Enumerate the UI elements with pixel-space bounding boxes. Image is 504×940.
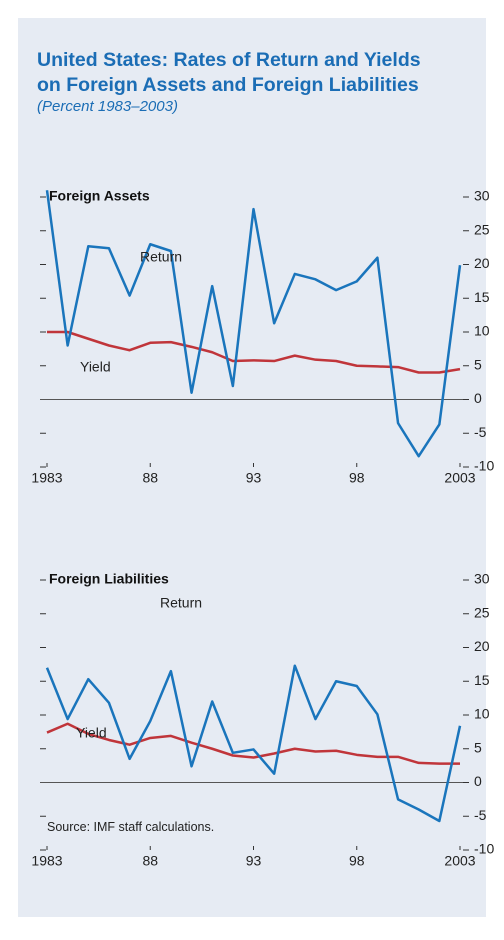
title-line: United States: Rates of Return and Yield… bbox=[37, 49, 421, 71]
y-tick-label: -5 bbox=[474, 807, 487, 823]
y-tick-label: -10 bbox=[474, 458, 494, 474]
chart-title: Foreign Liabilities bbox=[49, 571, 169, 587]
series-line bbox=[45, 190, 462, 458]
y-tick-label: 20 bbox=[474, 638, 490, 654]
title: United States: Rates of Return and Yield… bbox=[37, 49, 421, 96]
y-tick-label: 15 bbox=[474, 289, 490, 305]
y-tick-label: 10 bbox=[474, 323, 490, 339]
series-label: Yield bbox=[80, 359, 111, 375]
x-tick-label: 2003 bbox=[444, 470, 475, 486]
y-tick-label: 10 bbox=[474, 706, 490, 722]
x-tick-label: 1983 bbox=[31, 470, 62, 486]
chart-title: Foreign Assets bbox=[49, 188, 150, 204]
y-tick-label: 25 bbox=[474, 604, 490, 620]
y-tick-label: 0 bbox=[474, 773, 482, 789]
y-tick-label: 30 bbox=[474, 571, 490, 587]
series-line bbox=[46, 722, 460, 765]
title-line: on Foreign Assets and Foreign Liabilitie… bbox=[37, 74, 419, 96]
y-tick-label: -10 bbox=[474, 841, 494, 857]
y-tick-label: 5 bbox=[474, 356, 482, 372]
y-tick-label: 0 bbox=[474, 390, 482, 406]
subtitle: (Percent 1983–2003) bbox=[37, 98, 178, 115]
series-label: Yield bbox=[76, 725, 107, 741]
source: Source: IMF staff calculations. bbox=[47, 820, 214, 834]
y-tick-label: -5 bbox=[474, 424, 487, 440]
x-tick-label: 88 bbox=[142, 853, 158, 869]
y-tick-label: 25 bbox=[474, 221, 490, 237]
x-tick-label: 98 bbox=[349, 470, 365, 486]
x-tick-label: 98 bbox=[349, 853, 365, 869]
y-tick-label: 20 bbox=[474, 255, 490, 271]
series-label: Return bbox=[140, 249, 182, 265]
x-tick-label: 1983 bbox=[31, 853, 62, 869]
y-tick-label: 30 bbox=[474, 188, 490, 204]
x-tick-label: 93 bbox=[246, 853, 262, 869]
y-tick-label: 5 bbox=[474, 739, 482, 755]
x-tick-label: 88 bbox=[142, 470, 158, 486]
x-tick-label: 93 bbox=[246, 470, 262, 486]
panel bbox=[18, 18, 486, 917]
y-tick-label: 15 bbox=[474, 672, 490, 688]
series-line bbox=[45, 664, 462, 823]
x-tick-label: 2003 bbox=[444, 853, 475, 869]
series-label: Return bbox=[160, 595, 202, 611]
